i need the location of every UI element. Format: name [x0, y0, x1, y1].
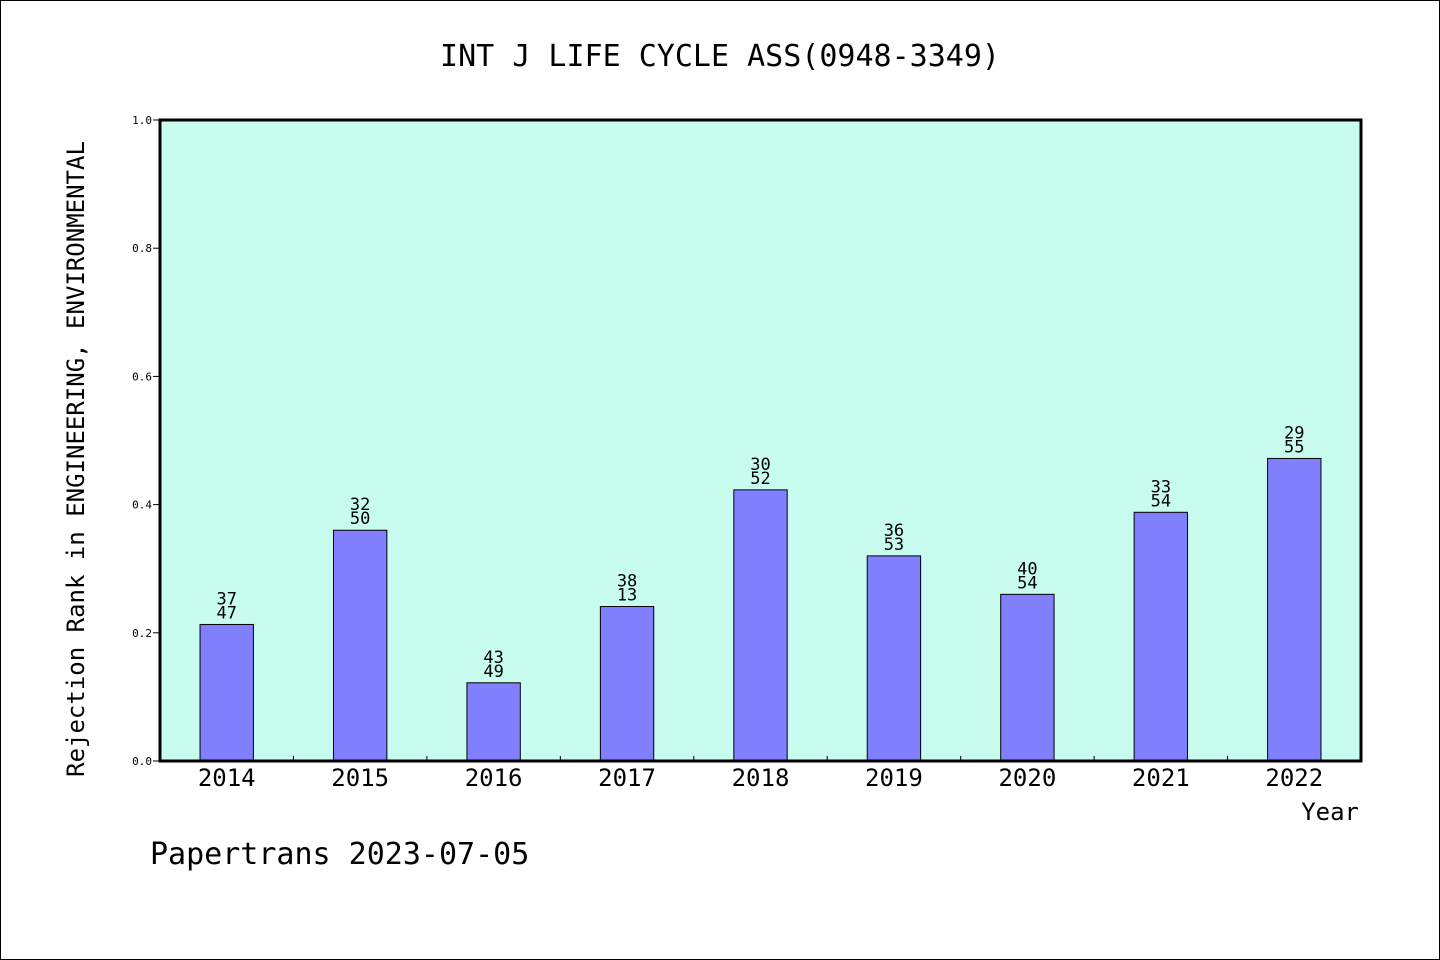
- x-tick-label: 2020: [998, 764, 1056, 792]
- bar-label-top: 30: [750, 455, 770, 475]
- x-tick-label: 2015: [331, 764, 389, 792]
- bar-2014: [199, 623, 254, 762]
- x-axis-label: Year: [1301, 798, 1359, 826]
- bar-label-top: 33: [1151, 477, 1171, 497]
- x-tick-label: 2022: [1265, 764, 1323, 792]
- x-tick-label: 2019: [865, 764, 923, 792]
- x-tick-label: 2021: [1132, 764, 1190, 792]
- bar-label-bottom: 55: [1284, 437, 1304, 457]
- axis-ticks-group: 0.0 0.2 0.4 0.6 0.8 1.0 2014 2015 2016 2017 2018 20…: [132, 114, 1323, 792]
- bar-label-top: 38: [617, 572, 637, 592]
- y-axis-label: Rejection Rank in ENGINEERING, ENVIRONME…: [62, 141, 90, 777]
- footer-credit: Papertrans 2023-07-05: [150, 837, 529, 872]
- bar-2018: [733, 489, 788, 762]
- bars-group: [199, 457, 1322, 762]
- x-tick-label: 2018: [732, 764, 790, 792]
- y-tick-label: 0.8: [132, 242, 152, 255]
- bar-label-top: 36: [884, 521, 904, 541]
- bar-label-bottom: 13: [617, 586, 637, 606]
- bar-2015: [332, 529, 388, 762]
- bar-2019: [866, 555, 922, 762]
- bar-label-bottom: 54: [1017, 573, 1037, 593]
- bar-label-top: 32: [350, 495, 370, 515]
- x-tick-label: 2016: [465, 764, 523, 792]
- x-tick-label: 2017: [598, 764, 656, 792]
- chart-title: INT J LIFE CYCLE ASS(0948-3349): [440, 39, 1000, 74]
- bar-label-bottom: 49: [483, 662, 503, 682]
- bar-2017: [599, 606, 655, 762]
- y-tick-label: 0.0: [132, 755, 152, 768]
- bar-label-bottom: 50: [350, 509, 370, 529]
- bar-2022: [1267, 457, 1322, 762]
- bar-2021: [1133, 511, 1189, 762]
- y-tick-label: 0.6: [132, 370, 152, 383]
- bar-label-top: 40: [1017, 559, 1037, 579]
- y-tick-label: 0.2: [132, 627, 152, 640]
- bar-label-top: 37: [216, 589, 236, 609]
- bar-2020: [1000, 593, 1055, 762]
- bar-label-bottom: 47: [216, 603, 236, 623]
- bar-label-bottom: 54: [1151, 491, 1171, 511]
- x-tick-label: 2014: [198, 764, 256, 792]
- bar-2016: [466, 682, 521, 762]
- y-tick-label: 0.4: [132, 499, 152, 512]
- bar-label-bottom: 53: [884, 535, 904, 555]
- y-tick-label: 1.0: [132, 114, 152, 127]
- bar-label-top: 43: [483, 648, 503, 668]
- bar-label-top: 29: [1284, 423, 1304, 443]
- plot-border: [158, 118, 1363, 763]
- bar-label-bottom: 52: [750, 469, 770, 489]
